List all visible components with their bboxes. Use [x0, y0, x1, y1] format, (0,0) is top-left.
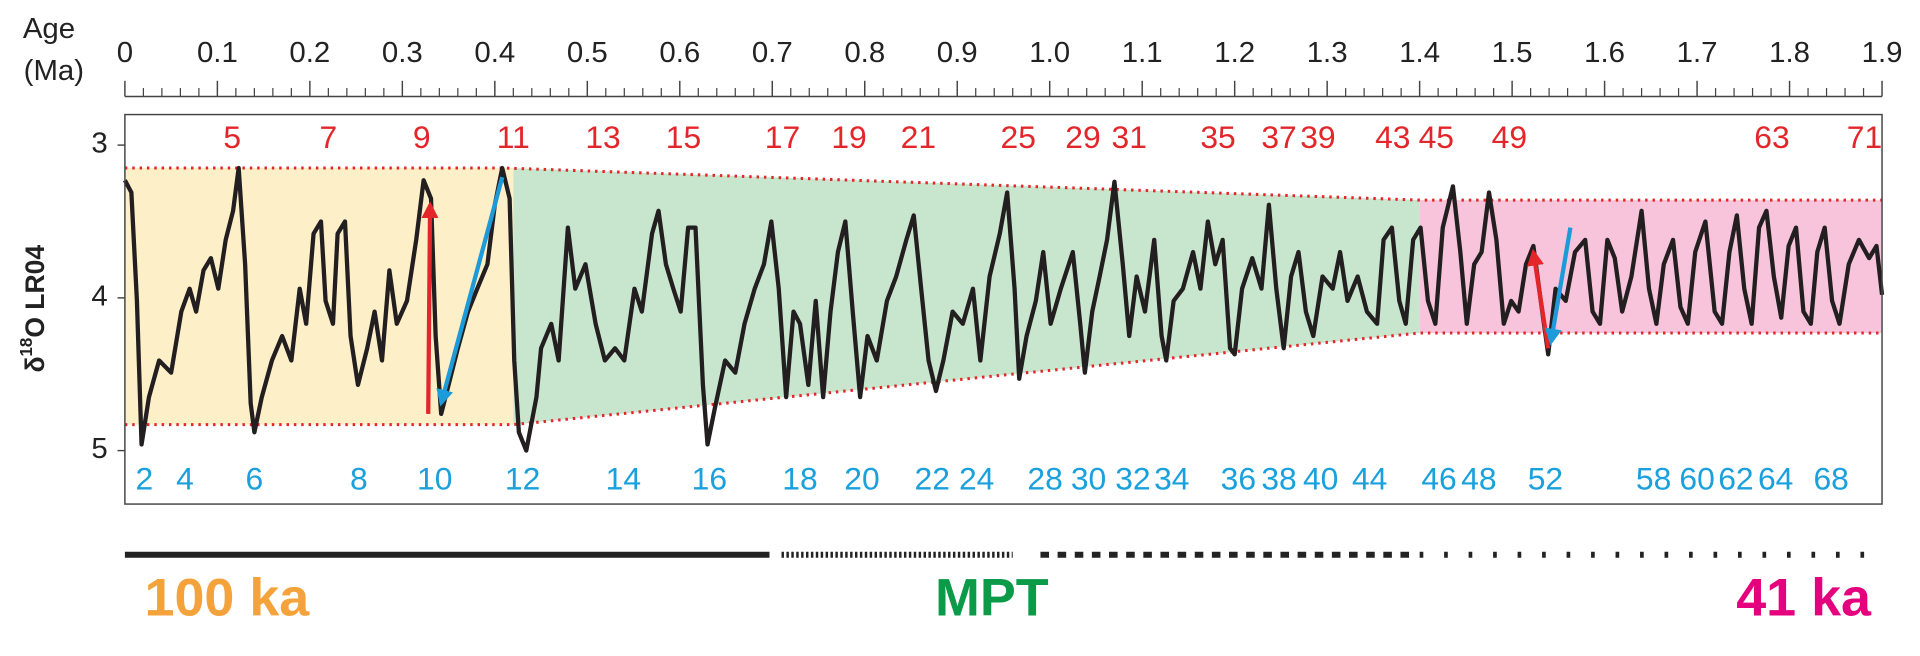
- mis-label-glacial: 46: [1421, 461, 1456, 497]
- mis-label-glacial: 12: [505, 461, 540, 497]
- mis-label-interglacial: 7: [320, 119, 338, 155]
- mis-label-interglacial: 43: [1375, 119, 1410, 155]
- x-axis-label: Age: [23, 13, 75, 45]
- mis-label-glacial: 16: [692, 461, 727, 497]
- x-tick-label: 0.4: [474, 37, 515, 69]
- mis-label-glacial: 10: [417, 461, 452, 497]
- mis-label-glacial: 52: [1528, 461, 1563, 497]
- mis-label-glacial: 44: [1352, 461, 1387, 497]
- mis-label-interglacial: 5: [223, 119, 241, 155]
- mis-label-glacial: 48: [1461, 461, 1496, 497]
- x-tick-label: 1.5: [1492, 37, 1533, 69]
- x-tick-label: 0.8: [844, 37, 885, 69]
- mis-label-interglacial: 9: [413, 119, 431, 155]
- mis-label-glacial: 24: [959, 461, 994, 497]
- mis-label-glacial: 38: [1261, 461, 1296, 497]
- mis-label-interglacial: 49: [1492, 119, 1527, 155]
- x-tick-label: 0.6: [659, 37, 700, 69]
- mis-label-interglacial: 15: [666, 119, 701, 155]
- mis-label-interglacial: 39: [1300, 119, 1335, 155]
- mis-label-interglacial: 25: [1001, 119, 1036, 155]
- mis-label-glacial: 58: [1636, 461, 1671, 497]
- mis-label-interglacial: 13: [585, 119, 620, 155]
- x-tick-label: 1.1: [1122, 37, 1163, 69]
- mis-label-interglacial: 45: [1419, 119, 1454, 155]
- mis-label-interglacial: 63: [1754, 119, 1789, 155]
- mis-label-interglacial: 31: [1112, 119, 1147, 155]
- x-tick-label: 1.0: [1029, 37, 1070, 69]
- mis-label-interglacial: 71: [1847, 119, 1882, 155]
- x-tick-label: 0.3: [382, 37, 423, 69]
- x-tick-label: 1.4: [1399, 37, 1440, 69]
- y-label-sup: 18: [16, 338, 35, 357]
- arrow: [421, 201, 439, 414]
- x-tick-label: 1.2: [1214, 37, 1255, 69]
- x-tick-label: 0.7: [752, 37, 793, 69]
- mis-label-glacial: 6: [246, 461, 264, 497]
- x-tick-label: 1.6: [1584, 37, 1625, 69]
- x-tick-label: 0: [117, 37, 133, 69]
- phase-label: 41 ka: [1736, 569, 1872, 628]
- x-tick-label: 0.2: [289, 37, 330, 69]
- mis-label-glacial: 14: [606, 461, 641, 497]
- mis-label-glacial: 64: [1758, 461, 1793, 497]
- x-tick-label: 0.1: [197, 37, 238, 69]
- arrow: [1544, 227, 1573, 346]
- data-line: [122, 165, 1885, 453]
- mis-label-interglacial: 21: [901, 119, 936, 155]
- mis-label-interglacial: 37: [1261, 119, 1296, 155]
- mis-label-glacial: 30: [1071, 461, 1106, 497]
- shaded-region: [1419, 200, 1883, 333]
- x-tick-label: 1.8: [1769, 37, 1810, 69]
- shaded-region: [513, 168, 1420, 425]
- mis-label-glacial: 22: [915, 461, 950, 497]
- mis-label-glacial: 18: [782, 461, 817, 497]
- y-axis-label: δ18O LR04: [16, 245, 50, 373]
- x-tick-label: 0.5: [567, 37, 608, 69]
- mis-label-glacial: 20: [844, 461, 879, 497]
- mis-label-interglacial: 17: [765, 119, 800, 155]
- plot-frame: [124, 113, 1883, 505]
- mis-label-glacial: 40: [1303, 461, 1338, 497]
- arrow: [436, 176, 505, 407]
- mis-label-interglacial: 35: [1200, 119, 1235, 155]
- x-tick-label: 1.3: [1307, 37, 1348, 69]
- mis-label-glacial: 8: [350, 461, 368, 497]
- mis-label-glacial: 68: [1813, 461, 1848, 497]
- mis-label-glacial: 34: [1154, 461, 1189, 497]
- mis-label-interglacial: 19: [831, 119, 866, 155]
- mis-label-interglacial: 11: [497, 119, 530, 155]
- shaded-region: [124, 168, 514, 425]
- mis-label-glacial: 4: [176, 461, 194, 497]
- mis-label-glacial: 32: [1115, 461, 1150, 497]
- x-tick-label: 1.7: [1677, 37, 1718, 69]
- phase-label: 100 ka: [144, 569, 310, 628]
- phase-label: MPT: [935, 569, 1049, 628]
- x-tick-label: 1.9: [1862, 37, 1903, 69]
- y-label-text: O LR04: [20, 245, 50, 338]
- x-tick-label: 0.9: [937, 37, 978, 69]
- mis-label-glacial: 28: [1027, 461, 1062, 497]
- y-tick-label: 4: [91, 281, 107, 313]
- y-label-symbol: δ: [20, 356, 50, 372]
- mis-label-glacial: 60: [1679, 461, 1714, 497]
- mis-label-glacial: 62: [1718, 461, 1753, 497]
- x-axis-label: (Ma): [24, 55, 84, 87]
- y-tick-label: 3: [91, 128, 107, 160]
- y-tick-label: 5: [91, 433, 107, 465]
- mis-label-glacial: 2: [135, 461, 153, 497]
- mis-label-interglacial: 29: [1065, 119, 1100, 155]
- mis-label-glacial: 36: [1221, 461, 1256, 497]
